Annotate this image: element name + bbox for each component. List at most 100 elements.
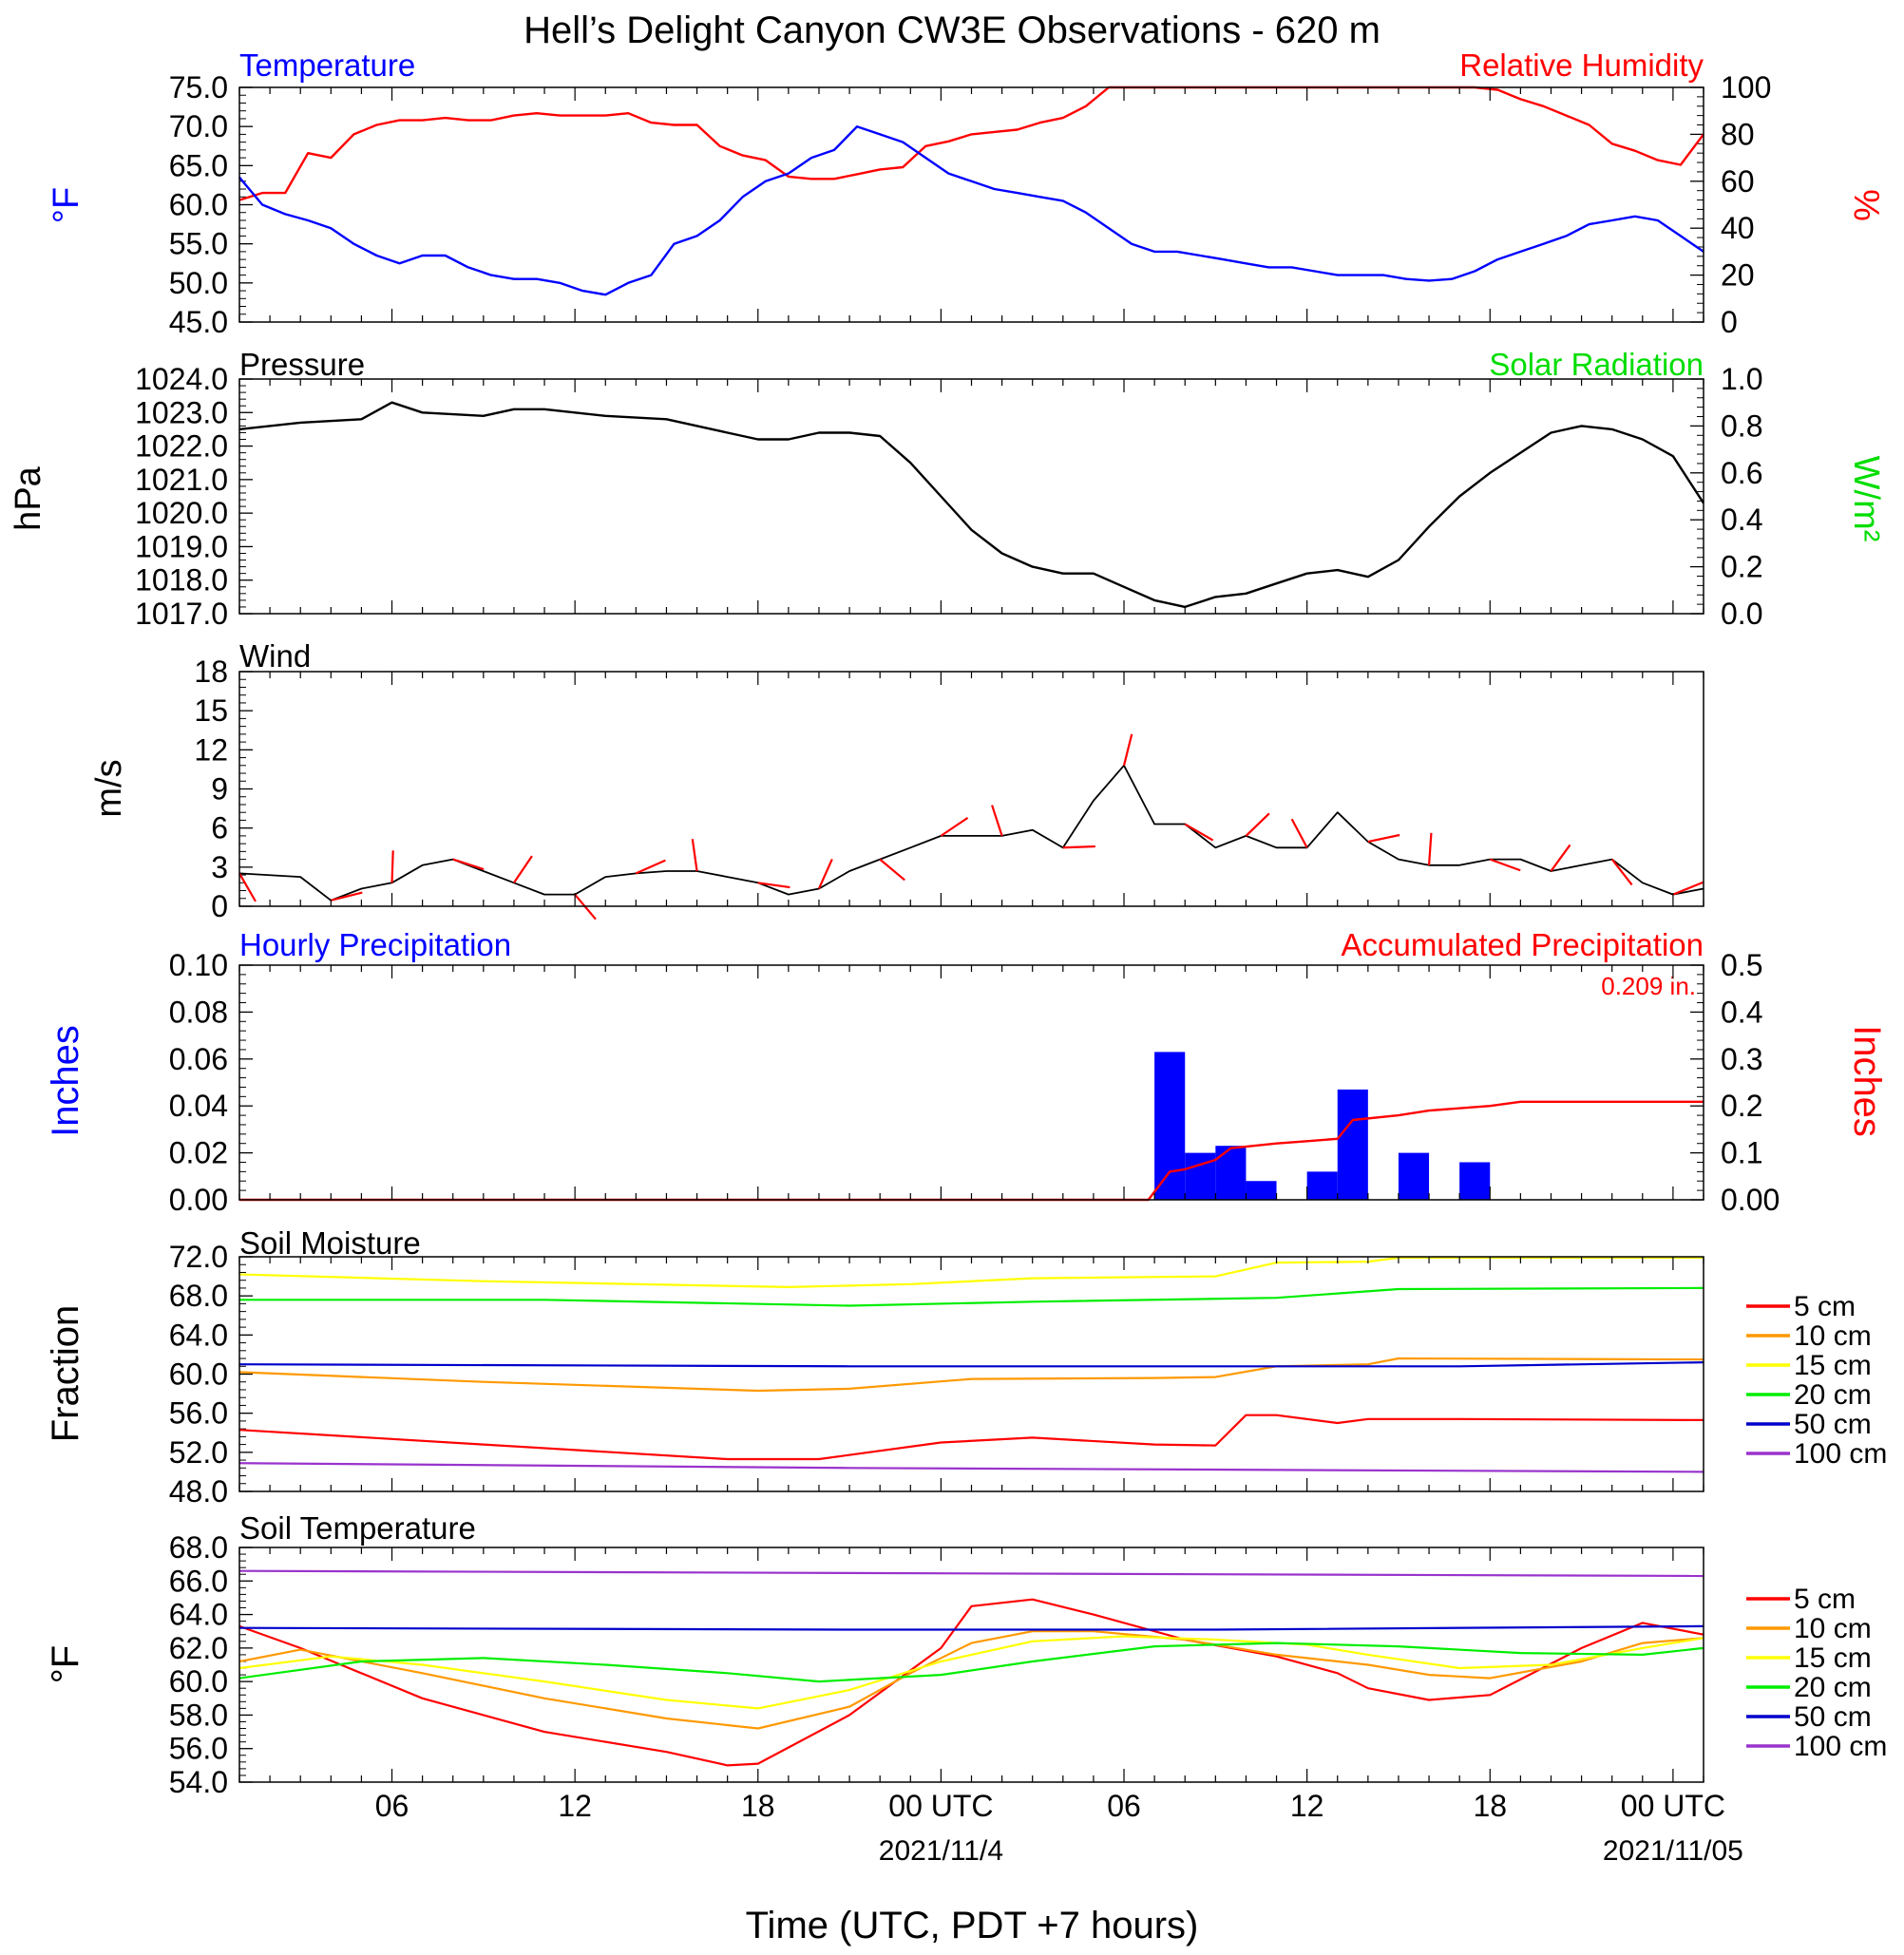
soil-moisture-line-3 <box>239 1286 1704 1307</box>
accum-precip-title: Accumulated Precipitation <box>1341 927 1704 962</box>
solar-title: Solar Radiation <box>1489 347 1704 382</box>
pressure-tick-label: 1021.0 <box>135 463 228 497</box>
wind-barb <box>238 872 257 902</box>
soil-moisture-unit: Fraction <box>45 1305 86 1443</box>
pressure-tick-label: 1020.0 <box>135 496 228 530</box>
soil-temp-tick-label: 58.0 <box>169 1698 228 1732</box>
wind-tick-label: 15 <box>194 693 228 728</box>
temperature-axis-ticks: 75.0 70.0 65.0 60.0 55.0 50.0 45.0 <box>169 70 253 339</box>
soil-moisture-legend-label: 100 cm <box>1794 1438 1887 1470</box>
hourly-precip-bar <box>1306 1171 1338 1200</box>
humidity-series-line <box>238 85 1704 201</box>
wind-barb <box>1427 832 1433 865</box>
wind-barb <box>452 858 485 871</box>
wind-panel: Wind m/s 18 15 12 9 6 3 0 <box>89 638 1704 923</box>
humidity-tick-label: 40 <box>1721 211 1755 245</box>
accum-precip-tick-label: 0.2 <box>1721 1089 1762 1123</box>
wind-axis-ticks: 18 15 12 9 6 3 0 <box>194 655 253 923</box>
time-axis-label: Time (UTC, PDT +7 hours) <box>746 1905 1199 1946</box>
soil-moisture-axis-ticks: 72.0 68.0 64.0 60.0 56.0 52.0 48.0 <box>169 1240 253 1509</box>
hourly-precip-unit: Inches <box>45 1025 86 1137</box>
wind-tick-label: 12 <box>194 732 228 767</box>
soil-temp-tick-label: 62.0 <box>169 1631 228 1665</box>
soil-moisture-tick-label: 56.0 <box>169 1396 228 1431</box>
temperature-tick-label: 75.0 <box>169 70 228 104</box>
soil-temp-tick-label: 56.0 <box>169 1732 228 1766</box>
wind-barb <box>513 855 533 883</box>
soil-moisture-line-5 <box>238 1462 1704 1473</box>
accum-precip-tick-label: 0.00 <box>1721 1183 1780 1217</box>
humidity-tick-label: 100 <box>1721 70 1771 104</box>
soil-moisture-tick-label: 64.0 <box>169 1318 228 1352</box>
soil-temp-line-4 <box>238 1624 1704 1631</box>
wind-title: Wind <box>239 638 311 674</box>
hourly-precip-tick-label: 0.02 <box>169 1136 228 1170</box>
soil-temp-legend-label: 100 cm <box>1794 1731 1887 1762</box>
hourly-precip-bar <box>1398 1152 1430 1200</box>
soil-moisture-legend-label: 10 cm <box>1794 1320 1872 1352</box>
soil-temp-tick-label: 60.0 <box>169 1664 228 1699</box>
temperature-title: Temperature <box>239 47 415 83</box>
wind-plot <box>238 733 1704 921</box>
pressure-series-line <box>238 401 1705 609</box>
wind-barb <box>879 858 905 882</box>
soil-moisture-tick-label: 72.0 <box>169 1240 228 1274</box>
humidity-tick-label: 80 <box>1721 117 1755 151</box>
humidity-title: Relative Humidity <box>1459 47 1704 83</box>
wind-unit: m/s <box>89 759 129 817</box>
solar-tick-label: 0.4 <box>1721 503 1762 537</box>
wind-barb <box>940 816 969 837</box>
wind-barb <box>1245 812 1270 837</box>
temperature-tick-label: 55.0 <box>169 227 228 261</box>
pressure-tick-label: 1019.0 <box>135 529 228 563</box>
soil-moisture-plot <box>238 1256 1704 1473</box>
hourly-precip-bar <box>1215 1146 1247 1200</box>
soil-moisture-legend-label: 20 cm <box>1794 1379 1872 1411</box>
soil-temp-legend-label: 50 cm <box>1794 1701 1872 1733</box>
soil-temp-legend-label: 20 cm <box>1794 1672 1872 1703</box>
precip-axis-ticks: 0.10 0.08 0.06 0.04 0.02 0.00 <box>169 948 253 1217</box>
temperature-series-line <box>238 125 1704 296</box>
pressure-tick-label: 1023.0 <box>135 395 228 429</box>
hourly-precip-bar <box>1337 1089 1368 1200</box>
time-tick-label: 06 <box>375 1789 409 1823</box>
wind-barb <box>691 839 698 872</box>
wind-barb <box>331 891 363 902</box>
time-tick-label: 06 <box>1107 1789 1141 1823</box>
soil-moisture-line-2 <box>238 1256 1704 1288</box>
soil-moisture-line-4 <box>238 1361 1704 1368</box>
temperature-tick-label: 70.0 <box>169 109 228 143</box>
solar-tick-label: 0.6 <box>1721 456 1762 490</box>
pressure-plot <box>238 401 1705 609</box>
soil-temp-title: Soil Temperature <box>239 1510 476 1546</box>
solar-unit: W/m² <box>1846 456 1886 542</box>
soil-moisture-tick-label: 60.0 <box>169 1357 228 1392</box>
hourly-precip-bar <box>1459 1162 1491 1200</box>
soil-temp-panel: Soil Temperature °F 68.066.064.062.060.0… <box>45 1510 1887 1799</box>
temp-rh-plot <box>238 85 1704 296</box>
temp-rh-panel: Temperature Relative Humidity °F % 75.07… <box>47 47 1886 339</box>
precip-plot <box>239 1052 1704 1202</box>
time-tick-date: 2021/11/4 <box>879 1835 1003 1867</box>
soil-temp-legend-label: 5 cm <box>1794 1584 1856 1615</box>
precip-panel: Hourly Precipitation Accumulated Precipi… <box>45 927 1888 1217</box>
temperature-tick-label: 50.0 <box>169 266 228 300</box>
pressure-tick-label: 1022.0 <box>135 429 228 464</box>
soil-moisture-tick-label: 52.0 <box>169 1435 228 1470</box>
soil-moisture-legend-label: 5 cm <box>1794 1291 1856 1322</box>
soil-temp-plot <box>238 1569 1704 1767</box>
time-tick-label: 12 <box>558 1789 592 1823</box>
time-axis: 06 12 18 00 UTC 2021/11/4 06 12 18 00 UTC 2021/11… <box>238 87 1743 1867</box>
solar-axis-ticks: 1.0 0.8 0.6 0.4 0.2 0.0 <box>1690 362 1762 631</box>
humidity-axis-ticks: 100 80 60 40 20 0 <box>1690 70 1771 339</box>
solar-tick-label: 0.2 <box>1721 550 1762 584</box>
time-tick-label: 00 UTC <box>1621 1789 1725 1823</box>
time-tick-label: 12 <box>1290 1789 1324 1823</box>
wind-barb <box>1610 858 1633 886</box>
wind-barb <box>1184 823 1214 842</box>
soil-temp-legend-label: 10 cm <box>1794 1613 1872 1644</box>
accum-precip-tick-label: 0.1 <box>1721 1136 1762 1170</box>
wind-speed-line <box>238 764 1704 902</box>
temperature-tick-label: 45.0 <box>169 305 228 339</box>
